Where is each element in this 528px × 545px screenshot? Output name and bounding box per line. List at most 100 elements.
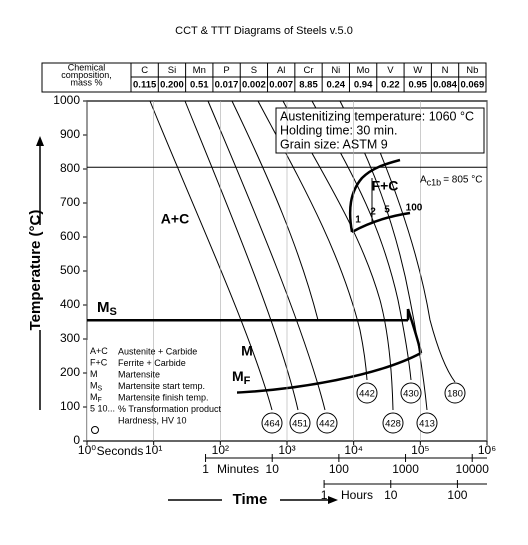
info-box bbox=[275, 107, 485, 154]
mf-label: MF bbox=[232, 368, 251, 387]
x-tick-label: 10² bbox=[212, 443, 229, 457]
legend-symbol: MF bbox=[90, 392, 102, 403]
hardness-circle bbox=[289, 412, 311, 434]
hardness-value: 451 bbox=[292, 419, 308, 430]
info-line: Austenitizing temperature: 1060 °C bbox=[280, 109, 474, 123]
secondary-axis-label: Hours bbox=[341, 488, 373, 502]
legend-symbol-text: M bbox=[90, 392, 98, 402]
element-value: 0.200 bbox=[160, 80, 184, 91]
x-tick-label: 10¹ bbox=[145, 443, 162, 457]
table-header-label: Chemical bbox=[68, 62, 106, 72]
hardness-circle bbox=[444, 382, 466, 404]
legend-symbol: A+C bbox=[90, 346, 108, 356]
hardness-value: 464 bbox=[264, 419, 280, 430]
y-arrowhead bbox=[36, 136, 44, 146]
subscript: F bbox=[244, 375, 251, 387]
y-tick-label: 100 bbox=[60, 399, 80, 413]
legend-symbol-text: M bbox=[90, 381, 98, 391]
secondary-tick-label: 10 bbox=[266, 462, 280, 476]
hardness-circle bbox=[356, 382, 378, 404]
element-symbol: Nb bbox=[466, 65, 478, 76]
legend-symbol-text: M bbox=[90, 369, 98, 379]
element-value: 0.017 bbox=[215, 80, 239, 91]
element-value: 0.069 bbox=[460, 80, 484, 91]
element-value: 0.115 bbox=[133, 80, 157, 91]
secondary-tick-label: 10000 bbox=[456, 462, 490, 476]
legend-circle-symbol bbox=[91, 426, 99, 434]
secondary-tick-label: 100 bbox=[329, 462, 349, 476]
element-symbol: Mo bbox=[357, 65, 370, 76]
subscript: c1b bbox=[427, 178, 442, 188]
y-tick-label: 500 bbox=[60, 263, 80, 277]
product-label: 5 bbox=[384, 205, 390, 216]
info-line: Holding time: 30 min. bbox=[280, 123, 397, 137]
legend-text: Martensite bbox=[118, 369, 160, 379]
hardness-value: 428 bbox=[385, 419, 401, 430]
x-axis-label: Time bbox=[233, 491, 268, 508]
table-header-label: composition, bbox=[61, 70, 112, 80]
hardness-value: 442 bbox=[319, 419, 335, 430]
legend-text: Hardness, HV 10 bbox=[118, 415, 187, 425]
legend-text: Martensite finish temp. bbox=[118, 392, 209, 402]
y-axis-label: Temperature (°C) bbox=[27, 210, 44, 331]
legend-bg bbox=[87, 340, 237, 440]
subscript: S bbox=[110, 306, 117, 318]
element-value: 0.24 bbox=[327, 80, 346, 91]
secondary-tick-label: 100 bbox=[447, 488, 467, 502]
element-value: 0.002 bbox=[242, 80, 266, 91]
product-label: 100 bbox=[406, 203, 423, 214]
subscript: S bbox=[98, 385, 103, 392]
product-label: 1 bbox=[355, 215, 361, 226]
legend-symbol: F+C bbox=[90, 358, 108, 368]
ms-curve-end bbox=[406, 308, 423, 354]
ms-symbol: M bbox=[97, 299, 110, 316]
element-value: 0.22 bbox=[381, 80, 400, 91]
element-symbol: Ni bbox=[331, 65, 340, 76]
hardness-circle bbox=[382, 412, 404, 434]
legend-text: Austenite + Carbide bbox=[118, 346, 197, 356]
element-value: 0.94 bbox=[354, 80, 373, 91]
y-tick-label: 400 bbox=[60, 297, 80, 311]
product-label: 2 bbox=[370, 207, 376, 218]
y-tick-label: 600 bbox=[60, 229, 80, 243]
element-symbol: Al bbox=[277, 65, 285, 76]
element-symbol: Mn bbox=[193, 65, 206, 76]
element-value: 0.007 bbox=[269, 80, 293, 91]
element-symbol: P bbox=[223, 65, 229, 76]
ac1b-symbol: A bbox=[420, 174, 427, 185]
element-symbol: Si bbox=[168, 65, 176, 76]
y-tick-label: 800 bbox=[60, 161, 80, 175]
element-symbol: N bbox=[442, 65, 449, 76]
legend-symbol-text: A+C bbox=[90, 346, 108, 356]
region-label: M bbox=[241, 343, 253, 359]
secondary-tick-label: 1 bbox=[321, 488, 328, 502]
region-label: A+C bbox=[161, 211, 189, 227]
ac1b-value: = 805 °C bbox=[443, 174, 482, 185]
y-tick-label: 700 bbox=[60, 195, 80, 209]
region-label: F+C bbox=[372, 178, 399, 194]
ferrite-carbide-region bbox=[348, 158, 411, 234]
element-symbol: C bbox=[141, 65, 148, 76]
element-value: 0.51 bbox=[190, 80, 209, 91]
mf-symbol: M bbox=[232, 368, 244, 384]
x-tick-label: 10⁶ bbox=[478, 443, 496, 457]
legend-symbol-text: 5 10... bbox=[90, 404, 115, 414]
element-symbol: S bbox=[251, 65, 257, 76]
y-tick-label: 900 bbox=[60, 127, 80, 141]
info-line: Grain size: ASTM 9 bbox=[280, 137, 388, 151]
element-symbol: V bbox=[387, 65, 394, 76]
hardness-circle bbox=[416, 412, 438, 434]
legend-symbol-text: F+C bbox=[90, 358, 108, 368]
hardness-value: 180 bbox=[447, 389, 463, 400]
legend-text: Ferrite + Carbide bbox=[118, 358, 186, 368]
x-tick-label: 10⁰ bbox=[78, 443, 96, 457]
x-tick-label: 10³ bbox=[278, 443, 295, 457]
legend-symbol: MS bbox=[90, 381, 103, 392]
mf-curve bbox=[227, 351, 422, 395]
ac1b-label: Ac1b = 805 °C bbox=[420, 174, 483, 188]
secondary-tick-label: 1 bbox=[202, 462, 209, 476]
element-symbol: Cr bbox=[303, 65, 313, 76]
ms-label: MS bbox=[97, 299, 117, 318]
hardness-circle bbox=[400, 382, 422, 404]
table-header-label: mass % bbox=[70, 77, 102, 87]
